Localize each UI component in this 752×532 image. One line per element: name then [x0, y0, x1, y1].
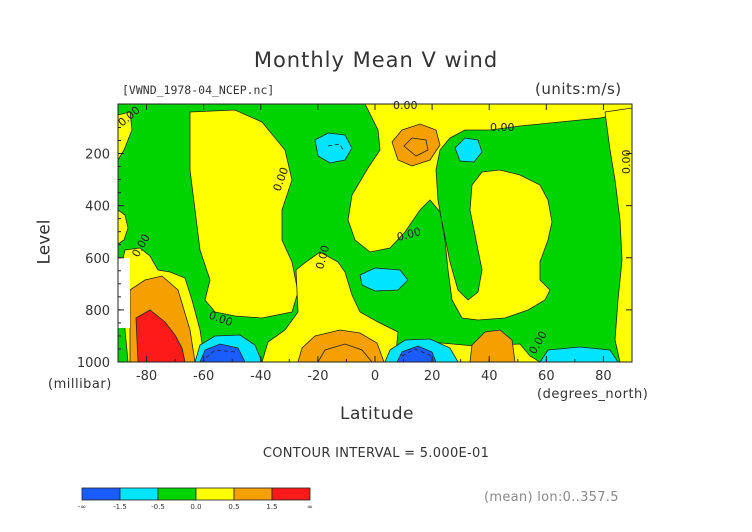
colorbar-swatch: [195, 487, 235, 501]
plot-area: [118, 104, 632, 362]
strong-negative-region: [396, 345, 437, 362]
y-tick-label: 400: [85, 200, 110, 215]
y-tick-label: 200: [85, 148, 110, 163]
positive-region: [604, 107, 632, 362]
colorbar: -∞ -1.5 -0.5 0.0 0.5 1.5 ∞: [78, 487, 313, 511]
x-tick-label: 0: [371, 369, 379, 384]
contour-interval: CONTOUR INTERVAL = 5.000E-01: [262, 446, 490, 461]
negative-region: [359, 267, 409, 292]
colorbar-swatch: [233, 487, 273, 501]
contour-label: 0.00: [393, 99, 418, 112]
negative-region: [539, 346, 619, 362]
x-tick-label: 40: [481, 369, 498, 384]
y-tick-label: 800: [85, 304, 110, 319]
y-tick-label: 1000: [77, 356, 110, 371]
colorbar-label: 1.5: [266, 503, 277, 511]
contour-label: 0.00: [395, 225, 422, 244]
strong-positive-region: [391, 123, 441, 167]
strong-negative-region: [199, 343, 246, 362]
colorbar-label: 0.5: [228, 503, 239, 511]
contour-label: 0.00: [620, 150, 633, 175]
file-label: [VWND_1978-04_NCEP.nc]: [122, 83, 275, 97]
x-tick-label: -40: [250, 369, 271, 384]
positive-region: [118, 111, 133, 161]
colorbar-label: -0.5: [151, 503, 165, 511]
x-tick-label: 20: [424, 369, 441, 384]
missing-data-patch: [118, 258, 130, 328]
y-tick-label: 600: [85, 252, 110, 267]
units-label: (units:m/s): [535, 80, 622, 98]
x-axis-label: Latitude: [340, 404, 414, 424]
x-tick-label: -20: [307, 369, 328, 384]
x-tick-label: 60: [538, 369, 555, 384]
chart-title: Monthly Mean V wind: [253, 48, 499, 72]
colorbar-label: ∞: [307, 503, 313, 511]
colorbar-swatch: [271, 487, 311, 501]
contour-label: 0.00: [490, 121, 515, 134]
colorbar-swatch: [119, 487, 159, 501]
colorbar-swatch: [157, 487, 197, 501]
x-axis-units: (degrees_north): [537, 387, 649, 402]
y-axis-units: (millibar): [48, 377, 112, 392]
x-tick-label: 80: [595, 369, 612, 384]
colorbar-swatch: [81, 487, 121, 501]
strong-positive-region: [297, 329, 385, 362]
negative-region: [454, 137, 483, 163]
peak-positive-region: [135, 309, 186, 362]
colorbar-label: 0.0: [190, 503, 201, 511]
positive-region: [261, 251, 399, 362]
positive-region: [189, 109, 299, 319]
strong-positive-region: [469, 329, 516, 362]
contour-line: [317, 343, 373, 362]
negative-region: [314, 132, 353, 164]
contour-label: 0.00: [313, 244, 332, 271]
colorbar-label: -1.5: [113, 503, 127, 511]
axis-ticks: -80 -60 -40 -20 0 20 40 60 80 200 400 600 800 1000: [77, 104, 633, 384]
colorbar-label: -∞: [78, 503, 86, 511]
contour-line: [401, 348, 433, 357]
x-tick-label: -80: [136, 369, 157, 384]
mean-info: (mean) lon:0..357.5: [484, 490, 619, 505]
x-tick-label: -60: [193, 369, 214, 384]
contour-line: [403, 137, 429, 157]
